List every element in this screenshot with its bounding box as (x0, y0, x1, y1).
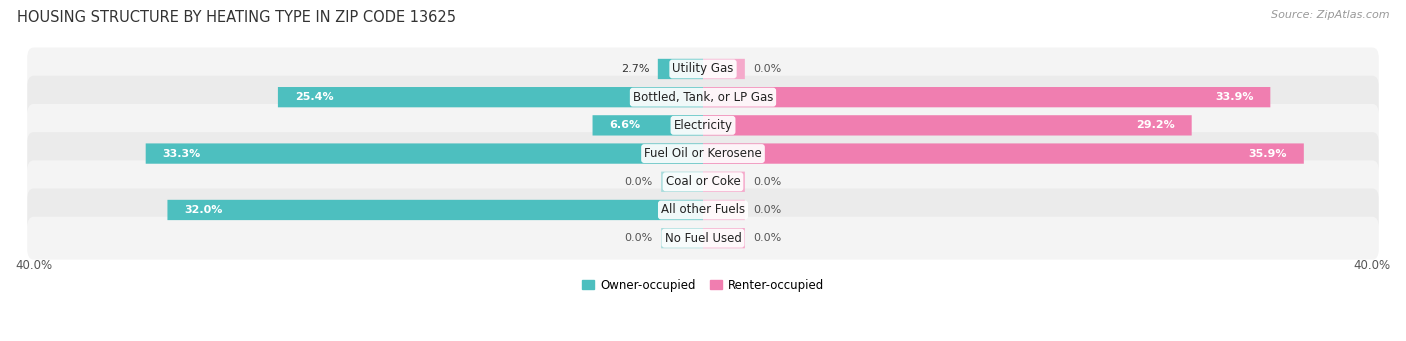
Text: No Fuel Used: No Fuel Used (665, 232, 741, 244)
FancyBboxPatch shape (703, 200, 745, 220)
FancyBboxPatch shape (703, 115, 1192, 135)
Legend: Owner-occupied, Renter-occupied: Owner-occupied, Renter-occupied (582, 279, 824, 292)
Text: 0.0%: 0.0% (754, 64, 782, 74)
Text: 2.7%: 2.7% (621, 64, 650, 74)
FancyBboxPatch shape (27, 47, 1379, 90)
FancyBboxPatch shape (27, 189, 1379, 232)
Text: Electricity: Electricity (673, 119, 733, 132)
FancyBboxPatch shape (703, 59, 745, 79)
FancyBboxPatch shape (27, 160, 1379, 203)
Text: 6.6%: 6.6% (609, 120, 640, 130)
FancyBboxPatch shape (27, 104, 1379, 147)
Text: 0.0%: 0.0% (624, 177, 652, 187)
Text: 25.4%: 25.4% (295, 92, 333, 102)
Text: 0.0%: 0.0% (754, 205, 782, 215)
Text: Source: ZipAtlas.com: Source: ZipAtlas.com (1271, 10, 1389, 20)
Text: HOUSING STRUCTURE BY HEATING TYPE IN ZIP CODE 13625: HOUSING STRUCTURE BY HEATING TYPE IN ZIP… (17, 10, 456, 25)
FancyBboxPatch shape (703, 144, 1303, 164)
FancyBboxPatch shape (27, 217, 1379, 260)
FancyBboxPatch shape (703, 172, 745, 192)
FancyBboxPatch shape (146, 144, 703, 164)
Text: Utility Gas: Utility Gas (672, 62, 734, 75)
Text: All other Fuels: All other Fuels (661, 204, 745, 217)
FancyBboxPatch shape (658, 59, 703, 79)
Text: Fuel Oil or Kerosene: Fuel Oil or Kerosene (644, 147, 762, 160)
FancyBboxPatch shape (167, 200, 703, 220)
Text: Coal or Coke: Coal or Coke (665, 175, 741, 188)
FancyBboxPatch shape (661, 228, 703, 248)
FancyBboxPatch shape (278, 87, 703, 107)
Text: 33.3%: 33.3% (163, 149, 201, 159)
Text: 0.0%: 0.0% (754, 177, 782, 187)
Text: 33.9%: 33.9% (1215, 92, 1254, 102)
Text: 32.0%: 32.0% (184, 205, 222, 215)
Text: Bottled, Tank, or LP Gas: Bottled, Tank, or LP Gas (633, 91, 773, 104)
Text: 35.9%: 35.9% (1249, 149, 1286, 159)
Text: 0.0%: 0.0% (624, 233, 652, 243)
FancyBboxPatch shape (703, 87, 1271, 107)
FancyBboxPatch shape (661, 172, 703, 192)
Text: 0.0%: 0.0% (754, 233, 782, 243)
FancyBboxPatch shape (703, 228, 745, 248)
FancyBboxPatch shape (592, 115, 703, 135)
FancyBboxPatch shape (27, 132, 1379, 175)
Text: 29.2%: 29.2% (1136, 120, 1175, 130)
FancyBboxPatch shape (27, 76, 1379, 119)
